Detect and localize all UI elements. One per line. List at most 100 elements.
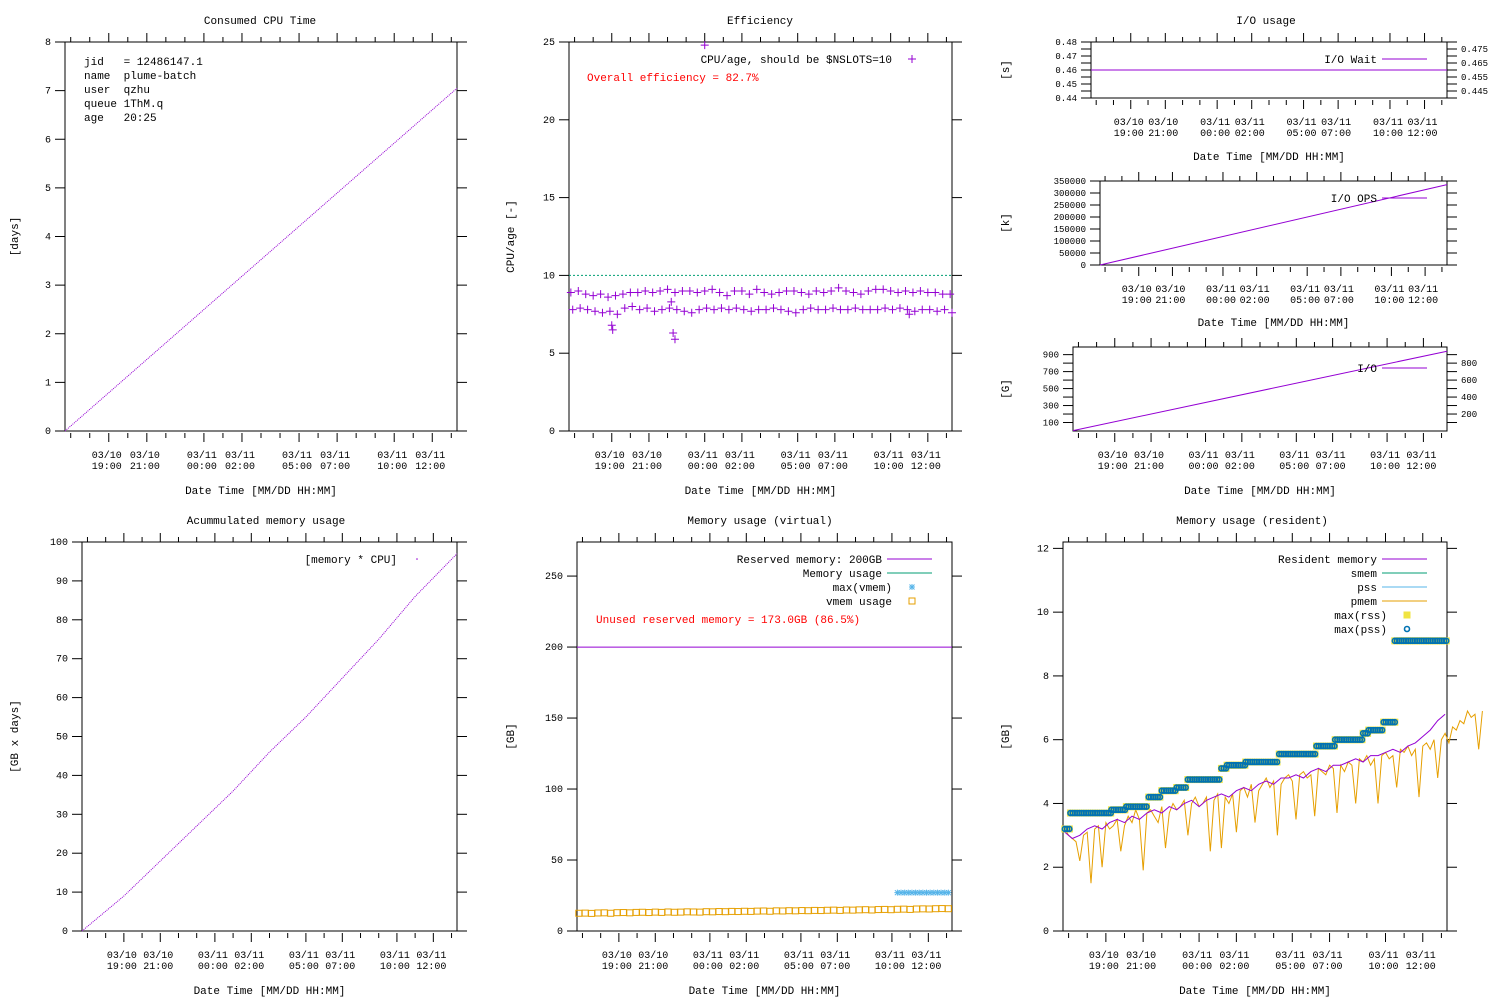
x-tick-label: 00:00 [1189,462,1219,473]
box-marker [715,908,723,916]
box-marker [772,907,780,915]
x-tick-label: 10:00 [380,962,410,973]
y-tick-label: 80 [56,616,68,627]
legend-dot-sample [416,558,418,560]
y-tick-label: 4 [45,233,51,244]
x-tick-label: 03/11 [1287,117,1317,129]
legend-label: smem [1351,569,1378,581]
y-tick-label: 300000 [1054,189,1086,199]
x-tick-label: 19:00 [1089,962,1119,973]
plus-marker [656,286,665,295]
chart-title: Acummulated memory usage [187,516,345,528]
job-info-line: jid = 12486147.1 [84,57,203,69]
x-tick-label: 03/11 [282,450,312,462]
plus-marker [871,285,880,294]
ring-marker [1213,776,1221,783]
x-tick-label: 03/10 [1098,450,1128,462]
ring-marker [1156,793,1164,801]
plus-marker [608,325,617,334]
y-tick-label: 0.445 [1461,87,1488,97]
x-tick-label: 05:00 [1279,462,1309,473]
x-tick-label: 12:00 [1406,462,1436,473]
x-tick-label: 07:00 [320,462,350,473]
x-tick-label: 03/11 [325,950,355,962]
x-tick-label: 03/11 [875,950,905,962]
box-marker [900,905,908,913]
ring-marker [1215,776,1223,783]
plus-marker [680,307,689,316]
legend-label: max(pss) [1334,625,1387,637]
plus-marker [819,288,828,297]
box-marker [817,907,825,915]
plus-marker [827,286,836,295]
x-tick-label: 21:00 [130,462,160,473]
x-axis-label: Date Time [MM/DD HH:MM] [1198,318,1350,330]
ring-marker [1442,637,1450,645]
plus-marker [821,305,830,314]
box-marker [836,906,844,914]
x-tick-label: 03/10 [1114,117,1144,129]
plus-marker [745,290,754,299]
x-tick-label: 03/11 [1408,284,1438,296]
star-marker [919,889,926,896]
x-tick-label: 02:00 [1235,129,1265,140]
y-tick-label: 700 [1043,368,1059,378]
y-tick-label: 250000 [1054,201,1086,211]
y-axis-label: [GB x days] [10,700,22,773]
y-tick-label: 60 [56,694,68,705]
plus-marker [775,288,784,297]
chart-title: Consumed CPU Time [204,16,316,28]
series-max-pss- [1061,637,1450,833]
x-tick-label: 19:00 [1114,129,1144,140]
ring-marker [1403,625,1411,633]
x-tick-label: 02:00 [725,462,755,473]
x-tick-label: 03/11 [1290,284,1320,296]
plus-marker [836,305,845,314]
plus-marker [635,305,644,314]
series-cpu [64,87,458,432]
box-marker [632,908,640,916]
plus-marker [938,290,947,299]
series-pmem [1064,709,1483,884]
x-tick-label: 03/10 [1122,284,1152,296]
x-tick-label: 03/11 [1189,450,1219,462]
box-marker [645,909,653,917]
y-tick-label: 0 [549,427,555,438]
y-axis-label: [GB] [506,723,518,749]
box-marker [779,907,787,915]
y-tick-label: 150 [545,714,563,725]
legend-label: CPU/age, should be $NSLOTS=10 [701,55,892,67]
chart-title: Efficiency [727,16,793,28]
box-marker [664,908,672,916]
x-tick-label: 03/11 [1408,117,1438,129]
legend-label: Reserved memory: 200GB [737,555,883,567]
x-tick-label: 07:00 [325,962,355,973]
x-tick-label: 05:00 [784,962,814,973]
ring-marker [1273,758,1281,766]
box-marker [594,909,602,917]
box-marker [709,908,717,916]
ring-marker [1180,784,1187,791]
y-tick-label: 400 [1461,393,1477,403]
series-vmem-usage [575,905,952,917]
y-tick-label: 50 [551,856,563,867]
y-tick-label: 350000 [1054,177,1086,187]
x-tick-label: 05:00 [781,462,811,473]
box-marker [702,908,710,916]
ring-marker [1311,750,1319,758]
box-marker [740,907,748,915]
x-tick-label: 03/11 [729,950,759,962]
x-tick-label: 03/10 [632,450,662,462]
y-tick-label: 0.47 [1055,52,1077,62]
legend-label: I/O OPS [1331,194,1378,206]
box-marker [925,905,933,913]
x-tick-label: 21:00 [632,462,662,473]
x-tick-label: 03/11 [377,450,407,462]
x-tick-label: 03/11 [1374,284,1404,296]
box-marker [830,906,838,914]
x-tick-label: 03/11 [693,950,723,962]
box-marker [849,906,857,914]
x-tick-label: 03/11 [380,950,410,962]
plus-marker [737,286,746,295]
y-tick-label: 0.455 [1461,73,1488,83]
